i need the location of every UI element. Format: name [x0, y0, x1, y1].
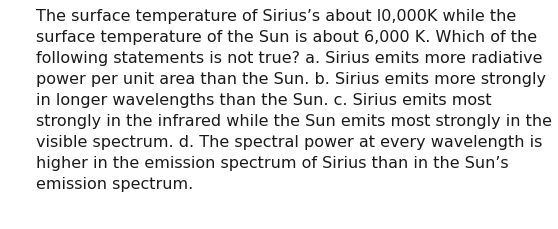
Text: The surface temperature of Sirius’s about l0,000K while the surface temperature : The surface temperature of Sirius’s abou…: [36, 9, 552, 191]
